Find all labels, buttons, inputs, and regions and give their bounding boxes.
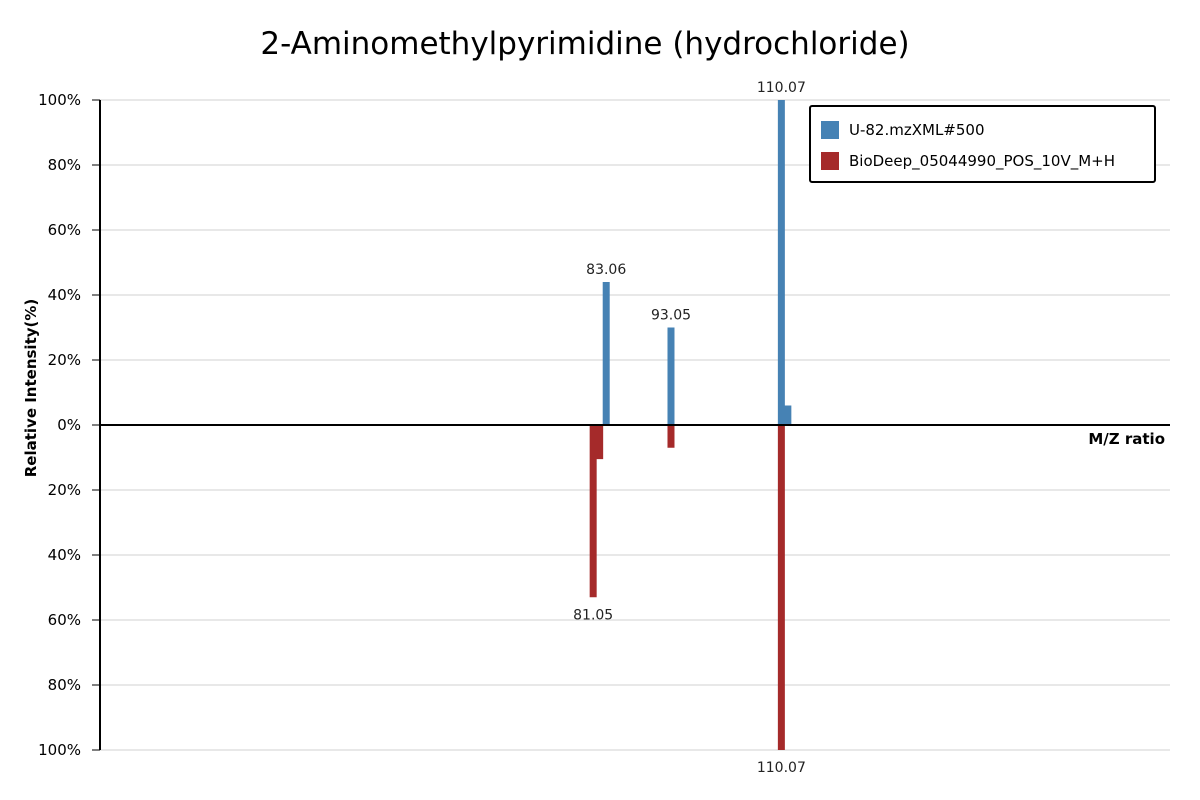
- peak-bar-query: [667, 327, 675, 425]
- peak-bar-query: [784, 405, 792, 425]
- peak-bar-query: [602, 282, 610, 425]
- chart-title: 2-Aminomethylpyrimidine (hydrochloride): [260, 26, 910, 62]
- peak-label-query: 110.07: [757, 80, 806, 96]
- grid-lines: [100, 99, 1170, 751]
- peak-bar-query: [777, 100, 785, 425]
- legend-swatch-query: [821, 120, 839, 139]
- y-tick-label: 60%: [48, 611, 81, 629]
- peak-label-reference: 81.05: [573, 607, 613, 623]
- y-tick-label: 100%: [38, 91, 81, 109]
- peak-label-query: 83.06: [586, 262, 626, 278]
- peak-labels: 83.06 93.05 110.07 81.05 110.07: [573, 80, 806, 776]
- legend-label-query: U-82.mzXML#500: [849, 120, 985, 139]
- peak-bar-reference: [589, 425, 597, 598]
- legend-item-reference: BioDeep_05044990_POS_10V_M+H: [821, 151, 1154, 170]
- peak-bar-reference: [777, 425, 785, 750]
- y-tick-label: 0%: [57, 416, 81, 434]
- peak-label-query: 93.05: [651, 308, 691, 324]
- peak-label-reference: 110.07: [757, 760, 806, 776]
- legend-item-query: U-82.mzXML#500: [821, 120, 1154, 139]
- y-tick-label: 40%: [48, 286, 81, 304]
- y-tick-label: 20%: [48, 351, 81, 369]
- legend-swatch-reference: [821, 151, 839, 170]
- y-tick-label: 80%: [48, 676, 81, 694]
- y-tick-label: 100%: [38, 741, 81, 759]
- peak-bars: [589, 100, 792, 750]
- y-tick-label: 40%: [48, 546, 81, 564]
- y-tick-label: 20%: [48, 481, 81, 499]
- y-tick-label: 60%: [48, 221, 81, 239]
- y-tick-labels: 100% 80% 60% 40% 20% 0% 20% 40% 60% 80% 100%: [38, 91, 100, 759]
- peak-bar-reference: [596, 425, 604, 460]
- x-axis-title: M/Z ratio: [1088, 430, 1165, 448]
- legend: U-82.mzXML#500 BioDeep_05044990_POS_10V_…: [809, 105, 1156, 183]
- y-tick-label: 80%: [48, 156, 81, 174]
- y-axis-title: Relative Intensity(%): [22, 299, 40, 478]
- legend-label-reference: BioDeep_05044990_POS_10V_M+H: [849, 151, 1116, 170]
- peak-bar-reference: [667, 425, 675, 448]
- axes: [99, 100, 1170, 750]
